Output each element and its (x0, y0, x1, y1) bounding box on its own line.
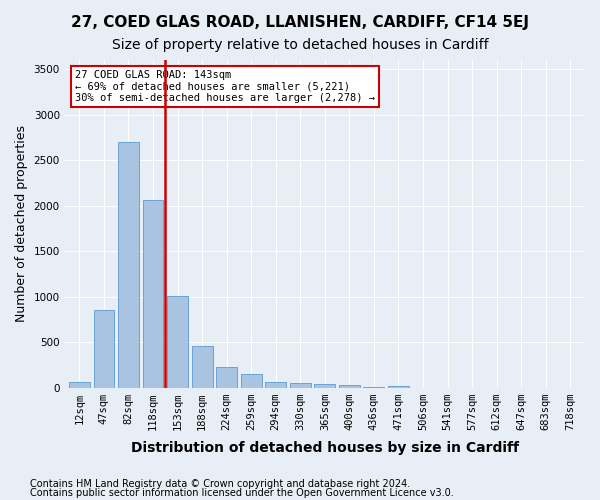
Text: Contains public sector information licensed under the Open Government Licence v3: Contains public sector information licen… (30, 488, 454, 498)
Bar (339, 386, 360, 388)
Text: Contains HM Land Registry data © Crown copyright and database right 2024.: Contains HM Land Registry data © Crown c… (30, 479, 410, 489)
Text: Size of property relative to detached houses in Cardiff: Size of property relative to detached ho… (112, 38, 488, 52)
Bar (118, 142, 139, 388)
Bar (388, 386, 409, 388)
Bar (143, 200, 163, 388)
Text: 27 COED GLAS ROAD: 143sqm
← 69% of detached houses are smaller (5,221)
30% of se: 27 COED GLAS ROAD: 143sqm ← 69% of detac… (75, 70, 375, 103)
X-axis label: Distribution of detached houses by size in Cardiff: Distribution of detached houses by size … (131, 441, 519, 455)
Bar (69, 382, 90, 388)
Bar (314, 384, 335, 388)
Bar (265, 382, 286, 388)
Bar (290, 382, 311, 388)
Bar (94, 310, 115, 388)
Bar (241, 374, 262, 388)
Text: 27, COED GLAS ROAD, LLANISHEN, CARDIFF, CF14 5EJ: 27, COED GLAS ROAD, LLANISHEN, CARDIFF, … (71, 15, 529, 30)
Y-axis label: Number of detached properties: Number of detached properties (15, 126, 28, 322)
Bar (216, 366, 237, 388)
Bar (167, 296, 188, 388)
Bar (191, 346, 212, 388)
